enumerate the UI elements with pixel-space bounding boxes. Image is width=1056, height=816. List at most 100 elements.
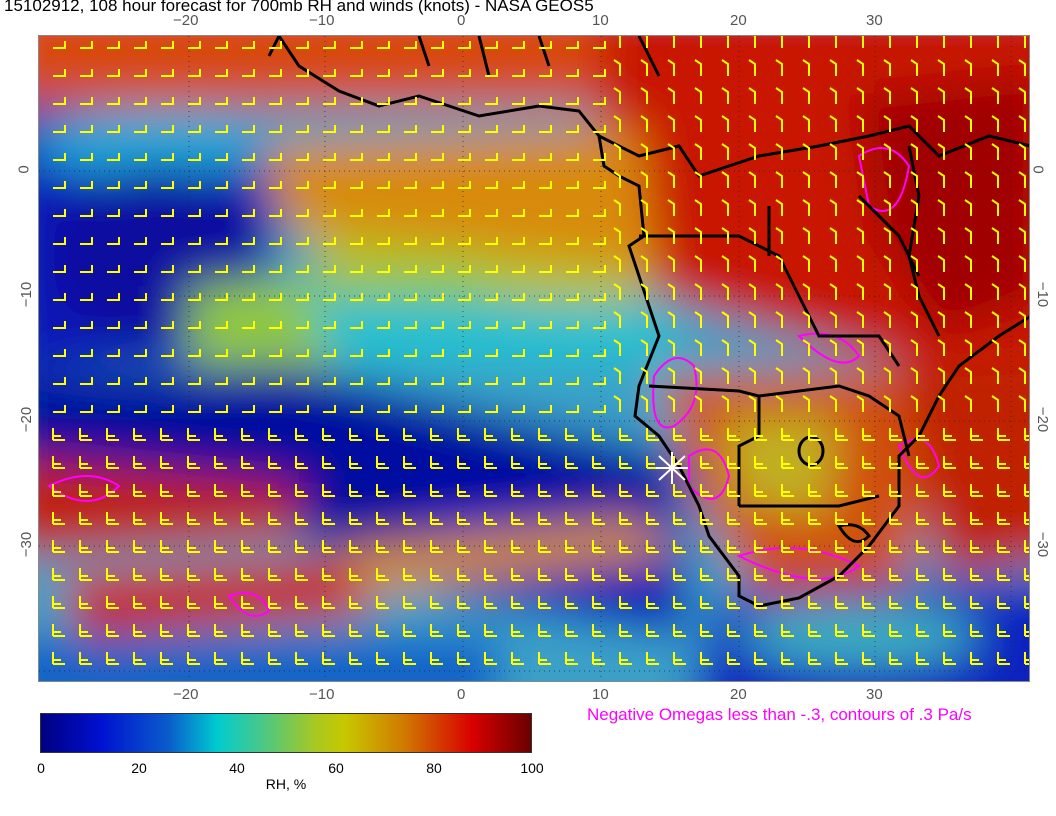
wind-barb [457,624,470,637]
wind-barb [160,428,173,441]
wind-barb [268,512,281,525]
wind-barb [187,652,200,665]
wind-barb [646,512,659,525]
wind-barb [775,227,783,244]
wind-barb [889,428,902,441]
wind-barb [565,596,578,609]
wind-barb [694,255,702,272]
wind-barb [377,69,390,77]
wind-barb [106,484,119,497]
wind-barb [214,652,227,665]
wind-barb [646,484,659,497]
wind-barb [613,171,621,188]
wind-barb [566,41,579,49]
wind-barb [856,87,864,104]
wind-barb [964,395,972,412]
wind-barb [133,456,146,469]
colorbar-tick: 0 [37,760,45,776]
wind-barb [566,153,579,161]
wind-barb [188,41,201,49]
wind-barb [889,540,902,553]
wind-barb [296,293,309,301]
wind-barb [431,125,444,133]
wind-barb [802,283,810,300]
wind-barb [484,428,497,441]
wind-barb [457,568,470,581]
wind-barb [721,143,729,160]
wind-barb [458,321,471,329]
wind-barb [856,115,864,132]
lon-tick-top: −20 [173,12,199,29]
wind-barb [997,624,1010,637]
wind-barb [214,568,227,581]
wind-barb [376,652,389,665]
wind-barb [296,41,309,49]
wind-barb [323,41,336,49]
wind-barb [775,87,783,104]
wind-barb [539,153,552,161]
wind-barb [404,293,417,301]
wind-barb [404,321,417,329]
wind-barb [538,624,551,637]
wind-barb [161,41,174,49]
wind-barb [458,41,471,49]
wind-barb [613,59,621,76]
wind-barb [269,349,282,357]
wind-barb [242,265,255,273]
wind-barb [889,624,902,637]
wind-barb [322,568,335,581]
wind-barb [667,255,675,272]
wind-barb [458,349,471,357]
wind-barb [161,125,174,133]
wind-barb [296,349,309,357]
wind-barb [937,283,945,300]
wind-barb [593,321,606,329]
omega-note: Negative Omegas less than -.3, contours … [587,705,972,724]
wind-barb [672,36,675,48]
wind-barb [350,41,363,49]
wind-barb [214,428,227,441]
wind-barb [808,484,821,497]
wind-barb [781,568,794,581]
wind-barb [829,395,837,412]
wind-barb [910,59,918,76]
wind-barb [775,367,783,384]
wind-barb [856,311,864,328]
wind-barb [79,456,92,469]
wind-barb [991,311,999,328]
wind-barb [215,41,228,49]
wind-barb [457,484,470,497]
wind-barb [802,87,810,104]
wind-barb [322,456,335,469]
wind-barb [856,171,864,188]
wind-barb [1018,199,1026,216]
wind-barb [889,456,902,469]
wind-barb [268,652,281,665]
wind-barb [673,624,686,637]
wind-barb [727,540,740,553]
wind-barb [640,143,648,160]
wind-barb [512,125,525,133]
wind-barb [802,255,810,272]
wind-barb [856,199,864,216]
lon-tick-bottom: −10 [309,686,335,703]
wind-barb [107,69,120,77]
wind-barb [566,293,579,301]
wind-barb [296,237,309,245]
wind-barb [350,69,363,77]
wind-barb [187,568,200,581]
wind-barb [215,69,228,77]
wind-barb [133,596,146,609]
wind-barb [835,484,848,497]
wind-barb [700,540,713,553]
wind-barb [613,283,621,300]
wind-barb [215,209,228,217]
wind-barb [619,540,632,553]
wind-barb [430,596,443,609]
wind-barb [323,321,336,329]
wind-barb [215,265,228,273]
wind-barb [775,59,783,76]
wind-barb [512,41,525,49]
wind-barb [323,377,336,385]
wind-barb [539,69,552,77]
